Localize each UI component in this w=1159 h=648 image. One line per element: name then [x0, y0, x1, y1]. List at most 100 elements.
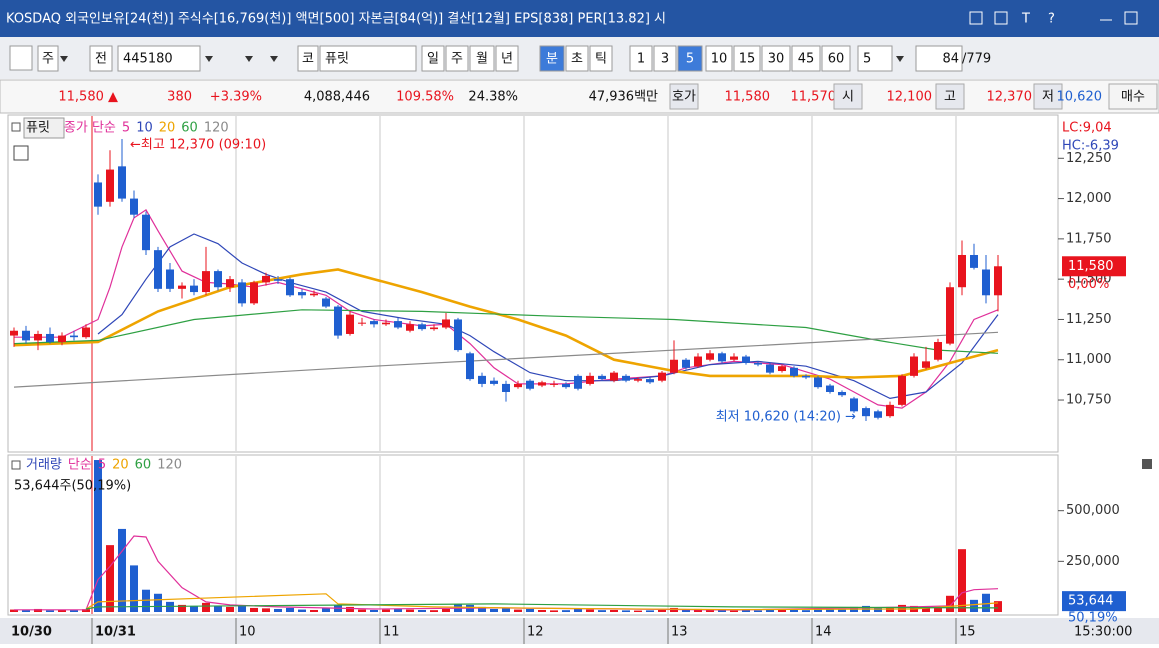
- dropdown-arrow[interactable]: [60, 56, 68, 62]
- toolbar-button[interactable]: [319, 45, 417, 72]
- volume-bar: [826, 608, 834, 612]
- toolbar-label[interactable]: 45: [798, 52, 815, 67]
- info-button[interactable]: [1108, 83, 1158, 110]
- title-bar: [0, 0, 1159, 37]
- toolbar-button[interactable]: [915, 45, 963, 72]
- toolbar-button[interactable]: [565, 45, 589, 72]
- toolbar-label[interactable]: 퓨릿: [325, 52, 349, 67]
- info-value: 12,100: [887, 90, 933, 105]
- candle-body: [214, 271, 222, 288]
- volume-bar: [430, 610, 438, 612]
- toolbar-button[interactable]: [589, 45, 613, 72]
- toolbar-label[interactable]: 5: [686, 52, 694, 67]
- toolbar-button[interactable]: [677, 45, 703, 72]
- window-icon[interactable]: [969, 11, 983, 25]
- dropdown-arrow[interactable]: [270, 56, 278, 62]
- volume-bar: [442, 608, 450, 612]
- candle-body: [910, 356, 918, 376]
- toolbar-label[interactable]: 3: [661, 52, 669, 67]
- volume-bar: [214, 605, 222, 612]
- toolbar-label[interactable]: 5: [863, 52, 871, 67]
- toolbar-button[interactable]: [791, 45, 821, 72]
- toolbar-label[interactable]: /779: [962, 52, 991, 67]
- toolbar-label[interactable]: 15: [739, 52, 756, 67]
- toolbar-label[interactable]: 주: [42, 52, 54, 67]
- toolbar-button[interactable]: [539, 45, 565, 72]
- volume-bar: [190, 605, 198, 612]
- toolbar-button[interactable]: [89, 45, 113, 72]
- volume-bar: [106, 545, 114, 612]
- volume-bar: [790, 609, 798, 612]
- legend-label: 퓨릿: [26, 121, 50, 136]
- info-key: [935, 83, 965, 110]
- toolbar-button[interactable]: [445, 45, 469, 72]
- toolbar-label[interactable]: 분: [546, 52, 558, 67]
- info-key: [669, 83, 699, 110]
- candle-body: [718, 353, 726, 362]
- toolbar-label[interactable]: 년: [501, 52, 513, 67]
- toolbar-label[interactable]: 30: [768, 52, 785, 67]
- toolbar-button[interactable]: [421, 45, 445, 72]
- dropdown-arrow[interactable]: [205, 56, 213, 62]
- toolbar-button[interactable]: [733, 45, 761, 72]
- volume-bar: [634, 610, 642, 612]
- toolbar-icon[interactable]: [9, 45, 33, 71]
- candle-body: [238, 282, 246, 304]
- toolbar-label[interactable]: 10: [711, 52, 728, 67]
- candle-body: [310, 293, 318, 296]
- toolbar-label[interactable]: 초: [571, 52, 583, 67]
- toolbar-button[interactable]: [495, 45, 519, 72]
- toolbar-label[interactable]: 60: [828, 52, 845, 67]
- toolbar-button[interactable]: [761, 45, 791, 72]
- table-icon[interactable]: [13, 145, 29, 161]
- pane-icon: [11, 122, 21, 132]
- candle-body: [814, 377, 822, 388]
- toolbar-label[interactable]: 틱: [595, 52, 607, 67]
- title-button[interactable]: T: [1021, 12, 1030, 27]
- candle-body: [262, 275, 270, 283]
- legend-label: 5: [122, 121, 130, 136]
- toolbar-button[interactable]: [821, 45, 851, 72]
- toolbar-button[interactable]: [857, 45, 893, 72]
- dropdown-arrow[interactable]: [245, 56, 253, 62]
- toolbar-label[interactable]: 445180: [123, 52, 173, 67]
- volume-bar: [730, 610, 738, 612]
- window-icon[interactable]: [994, 11, 1008, 25]
- ma-line: [13, 331, 999, 388]
- close-pane-icon[interactable]: [1142, 459, 1152, 469]
- toolbar-label[interactable]: 전: [95, 52, 107, 67]
- toolbar-button[interactable]: [117, 45, 201, 72]
- volume-bar: [838, 609, 846, 612]
- toolbar-button[interactable]: [297, 45, 319, 72]
- title-button[interactable]: ?: [1048, 12, 1055, 27]
- info-value[interactable]: 매수: [1121, 90, 1145, 105]
- volume-bar: [502, 607, 510, 612]
- volume-bar: [754, 610, 762, 612]
- toolbar-label[interactable]: 코: [302, 52, 314, 67]
- toolbar-label[interactable]: 1: [637, 52, 645, 67]
- toolbar-button[interactable]: [705, 45, 733, 72]
- candle-body: [946, 287, 954, 344]
- candle-body: [706, 353, 714, 360]
- toolbar-label[interactable]: 주: [451, 52, 463, 67]
- candle-body: [478, 375, 486, 384]
- volume-summary: 53,644주(50,19%): [14, 479, 131, 494]
- legend-label: 60: [135, 458, 152, 473]
- ma-line: [85, 603, 999, 610]
- dropdown-arrow[interactable]: [896, 56, 904, 62]
- toolbar-label[interactable]: 월: [476, 52, 488, 67]
- toolbar-button[interactable]: [629, 45, 653, 72]
- toolbar-button[interactable]: [37, 45, 59, 72]
- toolbar-button[interactable]: [469, 45, 495, 72]
- info-bar: [0, 79, 1159, 114]
- toolbar-label[interactable]: 일: [427, 52, 439, 67]
- ratio-label: 50,19%: [1068, 611, 1118, 626]
- volume-bar: [130, 565, 138, 612]
- toolbar-label[interactable]: 84: [942, 52, 959, 67]
- volume-bar: [874, 607, 882, 612]
- volume-bar: [994, 601, 1002, 612]
- window-icon[interactable]: [1124, 11, 1138, 25]
- toolbar-button[interactable]: [653, 45, 677, 72]
- y-tick-label: 11,000: [1066, 352, 1112, 367]
- candle-body: [850, 398, 858, 412]
